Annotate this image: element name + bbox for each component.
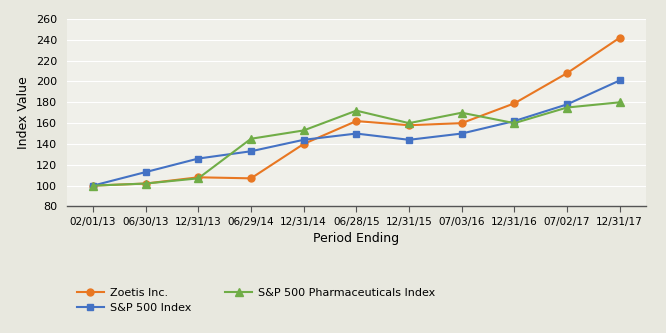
S&P 500 Pharmaceuticals Index <box>563 106 571 110</box>
Zoetis Inc. <box>89 183 97 187</box>
X-axis label: Period Ending: Period Ending <box>313 232 400 245</box>
S&P 500 Index <box>300 138 308 142</box>
S&P 500 Index <box>247 149 255 153</box>
S&P 500 Index <box>142 170 150 174</box>
Zoetis Inc. <box>615 36 623 40</box>
Zoetis Inc. <box>563 71 571 75</box>
Line: Zoetis Inc.: Zoetis Inc. <box>89 34 623 189</box>
Zoetis Inc. <box>405 123 413 127</box>
S&P 500 Pharmaceuticals Index <box>458 111 466 115</box>
Zoetis Inc. <box>247 176 255 180</box>
S&P 500 Pharmaceuticals Index <box>247 137 255 141</box>
S&P 500 Index <box>194 157 202 161</box>
S&P 500 Pharmaceuticals Index <box>142 181 150 185</box>
Line: S&P 500 Pharmaceuticals Index: S&P 500 Pharmaceuticals Index <box>89 98 624 190</box>
Zoetis Inc. <box>194 175 202 179</box>
S&P 500 Index <box>405 138 413 142</box>
S&P 500 Pharmaceuticals Index <box>89 183 97 187</box>
S&P 500 Pharmaceuticals Index <box>405 121 413 125</box>
S&P 500 Index <box>615 79 623 83</box>
S&P 500 Pharmaceuticals Index <box>194 176 202 180</box>
S&P 500 Index <box>458 132 466 136</box>
S&P 500 Pharmaceuticals Index <box>352 109 360 113</box>
Zoetis Inc. <box>458 121 466 125</box>
S&P 500 Index <box>510 119 518 123</box>
S&P 500 Index <box>352 132 360 136</box>
Line: S&P 500 Index: S&P 500 Index <box>89 77 623 189</box>
S&P 500 Pharmaceuticals Index <box>300 129 308 133</box>
Zoetis Inc. <box>510 101 518 105</box>
Zoetis Inc. <box>142 181 150 185</box>
Zoetis Inc. <box>300 142 308 146</box>
Y-axis label: Index Value: Index Value <box>17 76 30 149</box>
Legend: Zoetis Inc., S&P 500 Index, S&P 500 Pharmaceuticals Index: Zoetis Inc., S&P 500 Index, S&P 500 Phar… <box>72 283 440 318</box>
Zoetis Inc. <box>352 119 360 123</box>
S&P 500 Pharmaceuticals Index <box>510 121 518 125</box>
S&P 500 Pharmaceuticals Index <box>615 100 623 104</box>
S&P 500 Index <box>89 183 97 187</box>
S&P 500 Index <box>563 103 571 107</box>
